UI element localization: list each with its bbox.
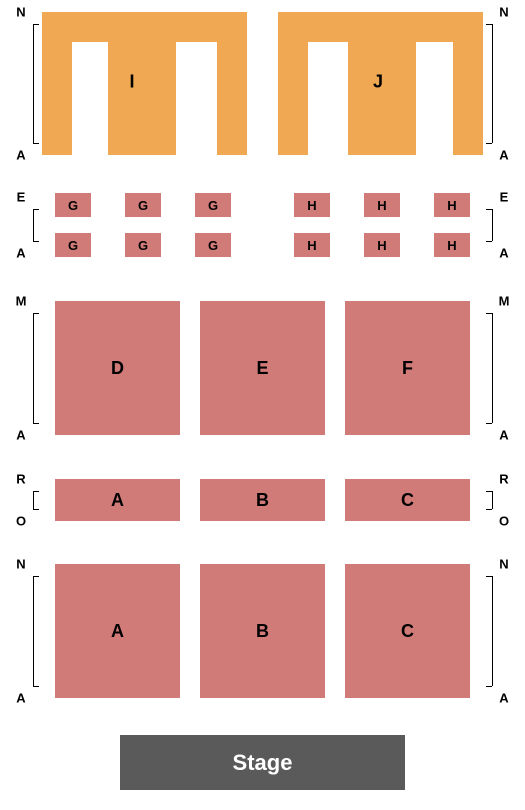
row-range-tick [486, 576, 492, 577]
row-label-N: N [16, 557, 25, 572]
row-range-tick [33, 241, 39, 242]
row-range-line [33, 24, 34, 143]
section-H: H [294, 233, 330, 257]
row-range-line [492, 491, 493, 509]
row-label-N: N [499, 5, 508, 20]
row-label-O: O [16, 514, 26, 529]
row-range-tick [33, 143, 39, 144]
section-A: A [55, 479, 180, 521]
row-label-M: M [16, 294, 27, 309]
row-label-A: A [16, 428, 25, 443]
row-range-tick [33, 686, 39, 687]
section-E: E [200, 301, 325, 435]
section-I-part [42, 12, 247, 42]
row-range-tick [486, 209, 492, 210]
row-range-tick [33, 509, 39, 510]
row-range-line [33, 209, 34, 241]
row-label-N: N [499, 557, 508, 572]
section-G: G [195, 193, 231, 217]
row-label-M: M [499, 294, 510, 309]
row-range-tick [33, 491, 39, 492]
row-range-tick [486, 509, 492, 510]
row-label-R: R [499, 472, 508, 487]
section-J-part [348, 42, 416, 155]
section-H: H [434, 233, 470, 257]
row-range-tick [33, 24, 39, 25]
row-range-line [33, 313, 34, 423]
row-label-E: E [500, 190, 509, 205]
row-range-tick [486, 313, 492, 314]
row-range-tick [486, 423, 492, 424]
section-D: D [55, 301, 180, 435]
row-label-A: A [16, 148, 25, 163]
section-G: G [55, 193, 91, 217]
section-G: G [195, 233, 231, 257]
section-H: H [364, 233, 400, 257]
row-range-line [33, 576, 34, 686]
row-range-tick [33, 576, 39, 577]
row-label-E: E [17, 190, 26, 205]
section-I-label: I [129, 72, 134, 93]
row-label-A: A [499, 148, 508, 163]
row-range-line [492, 576, 493, 686]
section-I-part [42, 42, 72, 155]
section-J-part [453, 42, 483, 155]
row-label-A: A [499, 691, 508, 706]
row-range-line [492, 313, 493, 423]
section-J-part [278, 42, 308, 155]
section-B: B [200, 564, 325, 698]
row-label-A: A [499, 428, 508, 443]
row-range-tick [486, 241, 492, 242]
section-C: C [345, 564, 470, 698]
section-G: G [125, 233, 161, 257]
section-A: A [55, 564, 180, 698]
section-G: G [55, 233, 91, 257]
section-J-label: J [373, 72, 383, 93]
row-range-tick [33, 313, 39, 314]
row-range-tick [486, 686, 492, 687]
section-I-part [108, 42, 176, 155]
section-F: F [345, 301, 470, 435]
row-label-R: R [16, 472, 25, 487]
section-H: H [364, 193, 400, 217]
section-B: B [200, 479, 325, 521]
row-range-line [492, 209, 493, 241]
section-G: G [125, 193, 161, 217]
section-C: C [345, 479, 470, 521]
section-H: H [434, 193, 470, 217]
row-range-line [492, 24, 493, 143]
row-label-A: A [16, 691, 25, 706]
row-range-tick [33, 423, 39, 424]
row-range-tick [486, 491, 492, 492]
row-label-O: O [499, 514, 509, 529]
row-label-N: N [16, 5, 25, 20]
section-H: H [294, 193, 330, 217]
row-label-A: A [499, 246, 508, 261]
seating-chart: IJGGGHHHGGGHHHDEFABCABCStageNANAEAEAMAMA… [0, 0, 525, 810]
section-I-part [217, 42, 247, 155]
row-label-A: A [16, 246, 25, 261]
stage: Stage [120, 735, 405, 790]
row-range-tick [33, 209, 39, 210]
row-range-tick [486, 143, 492, 144]
section-J-part [278, 12, 483, 42]
row-range-tick [486, 24, 492, 25]
row-range-line [33, 491, 34, 509]
